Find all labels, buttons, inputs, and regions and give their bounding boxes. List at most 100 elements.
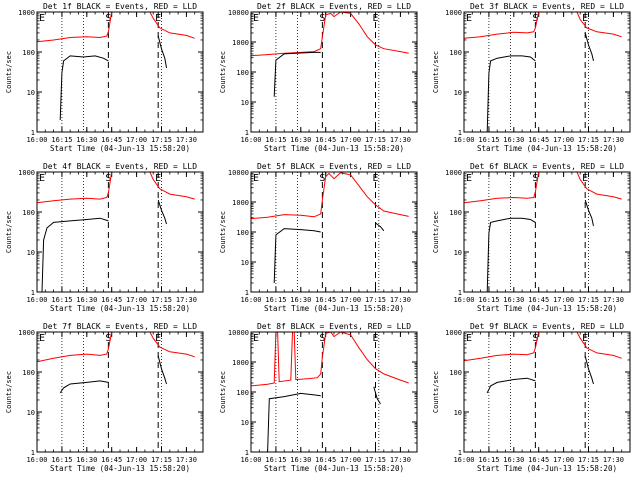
plot-frame [250, 11, 418, 133]
y-tick-label: 10 [241, 99, 249, 107]
x-tick-label: 16:30 [503, 296, 524, 304]
marker-label-e: E [155, 13, 161, 24]
y-tick-label: 1000 [232, 199, 249, 207]
panel-5: Det 5f BLACK = Events, RED = LLD Counts/s… [219, 162, 418, 313]
marker-label-corner: E [466, 173, 472, 184]
marker-label-corner: E [39, 173, 45, 184]
marker-label-e: E [372, 173, 378, 184]
x-tick-label: 17:15 [578, 456, 599, 464]
x-tick-label: 16:00 [240, 456, 261, 464]
marker-label-s: S [319, 333, 325, 344]
panel-title: Det 5f BLACK = Events, RED = LLD [257, 162, 411, 171]
panel-7: Det 7f BLACK = Events, RED = LLD Counts/s… [5, 322, 204, 473]
y-tick-label: 10 [27, 409, 35, 417]
x-tick-label: 17:00 [340, 456, 361, 464]
series-line-red [37, 332, 195, 363]
marker-label-e: E [582, 173, 588, 184]
x-tick-label: 16:00 [453, 296, 474, 304]
x-tick-label: 16:45 [101, 456, 122, 464]
x-tick-label: 16:15 [478, 296, 499, 304]
y-axis-label: Counts/sec [219, 51, 227, 93]
x-tick-label: 17:00 [340, 296, 361, 304]
x-tick-label: 16:00 [26, 296, 47, 304]
y-tick-label: 100 [449, 49, 462, 57]
x-tick-label: 16:00 [240, 296, 261, 304]
panel-1: Det 1f BLACK = Events, RED = LLD Counts/s… [5, 2, 204, 153]
x-tick-label: 17:30 [603, 136, 624, 144]
x-tick-label: 16:00 [26, 456, 47, 464]
x-tick-label: 16:15 [478, 456, 499, 464]
series-line-black [486, 355, 594, 394]
plot-frame [36, 331, 204, 453]
x-tick-label: 17:00 [553, 136, 574, 144]
panel-6: Det 6f BLACK = Events, RED = LLD Counts/s… [432, 162, 631, 313]
x-tick-label: 16:45 [528, 136, 549, 144]
x-tick-label: 16:15 [51, 456, 72, 464]
y-tick-label: 10 [454, 409, 462, 417]
marker-label-s: S [532, 173, 538, 184]
marker-label-s: S [319, 173, 325, 184]
marker-label-e: E [155, 173, 161, 184]
x-tick-label: 16:30 [76, 456, 97, 464]
series-line-black [41, 199, 167, 292]
y-tick-label: 1000 [445, 169, 462, 177]
marker-label-e: E [582, 13, 588, 24]
x-tick-label: 16:00 [453, 136, 474, 144]
series-line-red [37, 12, 195, 43]
y-tick-label: 1 [458, 289, 462, 297]
y-tick-label: 100 [236, 389, 249, 397]
marker-label-s: S [105, 333, 111, 344]
x-tick-label: 17:00 [126, 296, 147, 304]
y-tick-label: 1000 [445, 329, 462, 337]
y-tick-label: 1000 [18, 169, 35, 177]
marker-label-s: S [532, 333, 538, 344]
y-tick-label: 1000 [232, 39, 249, 47]
x-tick-label: 17:30 [390, 456, 411, 464]
x-tick-label: 17:30 [390, 296, 411, 304]
plot-frame [36, 11, 204, 133]
y-axis-label: Counts/sec [432, 51, 440, 93]
series-line-black [59, 355, 167, 394]
series-line-black [267, 386, 381, 452]
x-tick-label: 17:15 [365, 136, 386, 144]
x-tick-label: 17:00 [126, 456, 147, 464]
series-line-black [486, 199, 594, 292]
y-axis-label: Counts/sec [5, 371, 13, 413]
series-line-black [59, 35, 167, 121]
panel-title: Det 2f BLACK = Events, RED = LLD [257, 2, 411, 11]
series-line-black [273, 51, 321, 97]
x-tick-label: 16:15 [265, 296, 286, 304]
x-tick-label: 17:30 [176, 136, 197, 144]
x-axis-label: Start Time (04-Jun-13 15:58:20) [264, 464, 404, 473]
panel-title: Det 9f BLACK = Events, RED = LLD [470, 322, 624, 331]
panel-title: Det 1f BLACK = Events, RED = LLD [43, 2, 197, 11]
panel-title: Det 6f BLACK = Events, RED = LLD [470, 162, 624, 171]
x-axis-label: Start Time (04-Jun-13 15:58:20) [477, 304, 617, 313]
x-tick-label: 17:30 [390, 136, 411, 144]
marker-label-corner: E [466, 13, 472, 24]
x-tick-label: 17:15 [365, 456, 386, 464]
plot-frame [463, 171, 631, 293]
series-line-red [464, 172, 622, 204]
panel-title: Det 8f BLACK = Events, RED = LLD [257, 322, 411, 331]
plot-frame [36, 171, 204, 293]
x-tick-label: 16:15 [51, 136, 72, 144]
marker-label-e: E [155, 333, 161, 344]
y-tick-label: 100 [449, 369, 462, 377]
y-axis-label: Counts/sec [432, 371, 440, 413]
y-tick-label: 1 [245, 449, 249, 457]
marker-label-s: S [105, 173, 111, 184]
y-tick-label: 10 [241, 419, 249, 427]
x-axis-label: Start Time (04-Jun-13 15:58:20) [477, 144, 617, 153]
x-tick-label: 17:00 [553, 296, 574, 304]
y-tick-label: 1000 [232, 359, 249, 367]
panel-title: Det 7f BLACK = Events, RED = LLD [43, 322, 197, 331]
panel-9: Det 9f BLACK = Events, RED = LLD Counts/s… [432, 322, 631, 473]
series-line-red [251, 332, 409, 387]
marker-label-s: S [319, 13, 325, 24]
x-tick-label: 17:30 [176, 296, 197, 304]
x-axis-label: Start Time (04-Jun-13 15:58:20) [50, 304, 190, 313]
series-line-red [251, 12, 409, 57]
y-axis-label: Counts/sec [219, 211, 227, 253]
x-tick-label: 16:45 [528, 296, 549, 304]
